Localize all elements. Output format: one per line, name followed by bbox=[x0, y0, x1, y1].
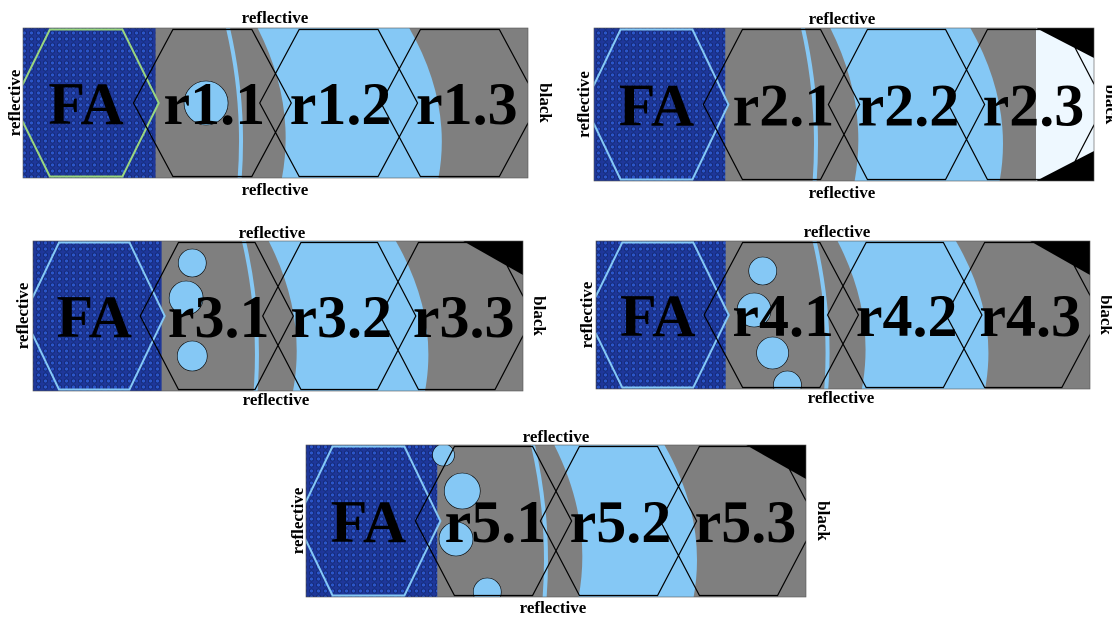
rod-hole bbox=[432, 445, 455, 467]
region-label-r4-2: r4.2 bbox=[856, 283, 958, 349]
gap-ring-arc bbox=[225, 28, 244, 178]
assembly-panel-2: FA r2.1 r2.2 r2.3 reflective reflective reflec… bbox=[574, 9, 1112, 202]
fuel-assembly-label: FA bbox=[331, 489, 407, 555]
rod-hole bbox=[183, 80, 229, 126]
fuel-assembly-hex bbox=[596, 241, 730, 389]
panel-border bbox=[593, 27, 1095, 182]
region-label-r3-3: r3.3 bbox=[413, 284, 515, 350]
fuel-assembly-label: FA bbox=[56, 284, 132, 350]
hex-cell-outline bbox=[380, 28, 528, 178]
left-boundary-label: reflective bbox=[574, 71, 593, 138]
assembly-panel-4: FA r4.1 r4.2 r4.3 reflective reflective reflec… bbox=[577, 222, 1112, 407]
bottom-boundary-label: reflective bbox=[242, 180, 309, 199]
hex-cell-outline bbox=[947, 28, 1094, 181]
right-boundary-label: black bbox=[536, 83, 555, 123]
gap-ring-arc bbox=[241, 241, 259, 391]
panel-border bbox=[305, 444, 807, 598]
rod-hole bbox=[748, 256, 778, 286]
hex-cell-outline bbox=[826, 241, 983, 389]
assembly-panel-1: FA r1.1 r1.2 r1.3 reflective reflective reflec… bbox=[5, 8, 555, 199]
hex-cell-outline bbox=[659, 445, 806, 597]
rod-hole bbox=[443, 472, 481, 510]
rod-hole bbox=[438, 521, 474, 557]
region-label-r2-3: r2.3 bbox=[983, 73, 1085, 139]
hex-cell-outline bbox=[702, 28, 861, 181]
left-boundary-label: reflective bbox=[13, 282, 32, 349]
black-boundary-corner bbox=[746, 445, 806, 479]
top-boundary-label: reflective bbox=[239, 223, 306, 242]
top-boundary-label: reflective bbox=[242, 8, 309, 27]
gap-ring-arc bbox=[800, 28, 818, 181]
outer-water-region bbox=[1036, 28, 1094, 181]
right-boundary-label: black bbox=[814, 501, 833, 541]
region-label-r5-2: r5.2 bbox=[570, 489, 672, 555]
rod-hole bbox=[736, 292, 772, 328]
rod-hole bbox=[756, 336, 789, 370]
hex-cell-outline bbox=[539, 445, 698, 597]
fuel-assembly-hex bbox=[23, 28, 160, 178]
top-boundary-label: reflective bbox=[804, 222, 871, 241]
left-boundary-label: reflective bbox=[5, 69, 24, 136]
bottom-boundary-label: reflective bbox=[808, 388, 875, 407]
region-label-r1-1: r1.1 bbox=[164, 71, 266, 137]
hex-cell-outline bbox=[414, 445, 573, 597]
hex-cell-outline bbox=[827, 28, 986, 181]
region-label-r3-1: r3.1 bbox=[168, 284, 270, 350]
rod-hole bbox=[168, 280, 204, 316]
fuel-assembly-label: FA bbox=[620, 283, 696, 349]
black-boundary-corner bbox=[1036, 151, 1094, 181]
right-boundary-label: black bbox=[1097, 295, 1112, 335]
fuel-assembly-hex bbox=[594, 28, 730, 181]
bottom-boundary-label: reflective bbox=[809, 183, 876, 202]
hex-cell-outline bbox=[945, 241, 1090, 389]
right-boundary-label: black bbox=[1102, 85, 1112, 125]
moderator-band bbox=[554, 445, 697, 597]
fuel-assembly-hex bbox=[33, 241, 166, 391]
region-label-r2-2: r2.2 bbox=[858, 73, 960, 139]
top-boundary-label: reflective bbox=[523, 427, 590, 446]
moderator-band bbox=[837, 241, 989, 389]
hex-cell-outline bbox=[262, 241, 417, 391]
top-boundary-label: reflective bbox=[809, 9, 876, 28]
panel-border bbox=[595, 240, 1091, 390]
hex-cell-outline bbox=[703, 241, 860, 389]
region-label-r3-2: r3.2 bbox=[290, 284, 392, 350]
bottom-boundary-label: reflective bbox=[243, 390, 310, 409]
hex-cell-outline bbox=[259, 28, 419, 178]
region-label-r1-3: r1.3 bbox=[416, 71, 518, 137]
rod-hole bbox=[773, 370, 802, 389]
region-label-r4-3: r4.3 bbox=[979, 283, 1081, 349]
left-boundary-label: reflective bbox=[577, 281, 596, 348]
panel-border bbox=[32, 240, 524, 392]
rod-hole bbox=[177, 248, 207, 278]
rod-hole bbox=[472, 577, 502, 597]
hex-cell-outline bbox=[379, 241, 523, 391]
fuel-assembly-label: FA bbox=[48, 71, 124, 137]
region-label-r4-1: r4.1 bbox=[732, 283, 834, 349]
black-boundary-corner bbox=[1036, 28, 1094, 58]
bottom-boundary-label: reflective bbox=[520, 598, 587, 617]
region-label-r5-1: r5.1 bbox=[445, 489, 547, 555]
moderator-band bbox=[830, 28, 1003, 181]
region-label-r2-1: r2.1 bbox=[733, 73, 835, 139]
panel-border bbox=[22, 27, 529, 179]
assembly-panel-3: FA r3.1 r3.2 r3.3 reflective reflective reflec… bbox=[13, 223, 549, 409]
assembly-panel-5: FA r5.1 r5.2 r5.3 reflective reflective reflec… bbox=[288, 427, 833, 617]
fuel-assembly-hex bbox=[306, 445, 442, 597]
hex-cell-outline bbox=[132, 28, 292, 178]
moderator-band bbox=[268, 241, 429, 391]
right-boundary-label: black bbox=[530, 296, 549, 336]
moderator-band bbox=[257, 28, 442, 178]
fuel-assembly-label: FA bbox=[619, 73, 695, 139]
gap-ring-arc bbox=[530, 445, 548, 597]
rod-hole bbox=[176, 340, 208, 372]
region-label-r5-3: r5.3 bbox=[695, 489, 797, 555]
region-label-r1-2: r1.2 bbox=[290, 71, 392, 137]
left-boundary-label: reflective bbox=[288, 487, 307, 554]
hex-cell-outline bbox=[139, 241, 294, 391]
